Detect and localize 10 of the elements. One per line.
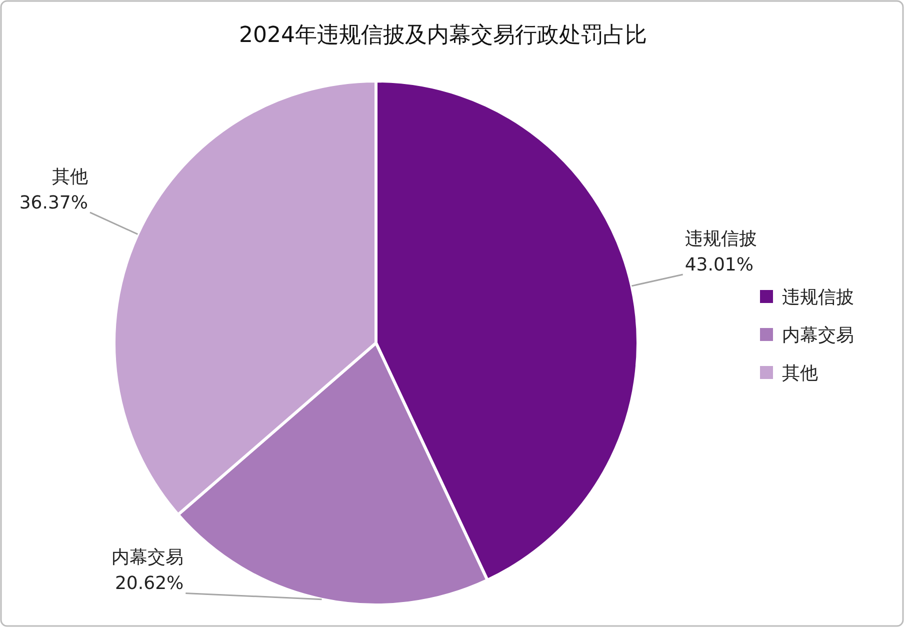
legend-label: 违规信披 (782, 287, 854, 308)
data-label: 20.62% (114, 573, 184, 594)
data-label: 36.37% (19, 192, 88, 214)
chart-title: 2024年违规信披及内幕交易行政处罚占比 (239, 23, 647, 48)
legend-label: 内幕交易 (782, 325, 854, 346)
slice-label: 违规信披 (684, 228, 757, 250)
slice-label: 内幕交易 (112, 547, 184, 568)
legend-label: 其他 (782, 363, 818, 384)
data-label: 43.01% (684, 254, 754, 276)
slice-label: 其他 (52, 166, 88, 188)
